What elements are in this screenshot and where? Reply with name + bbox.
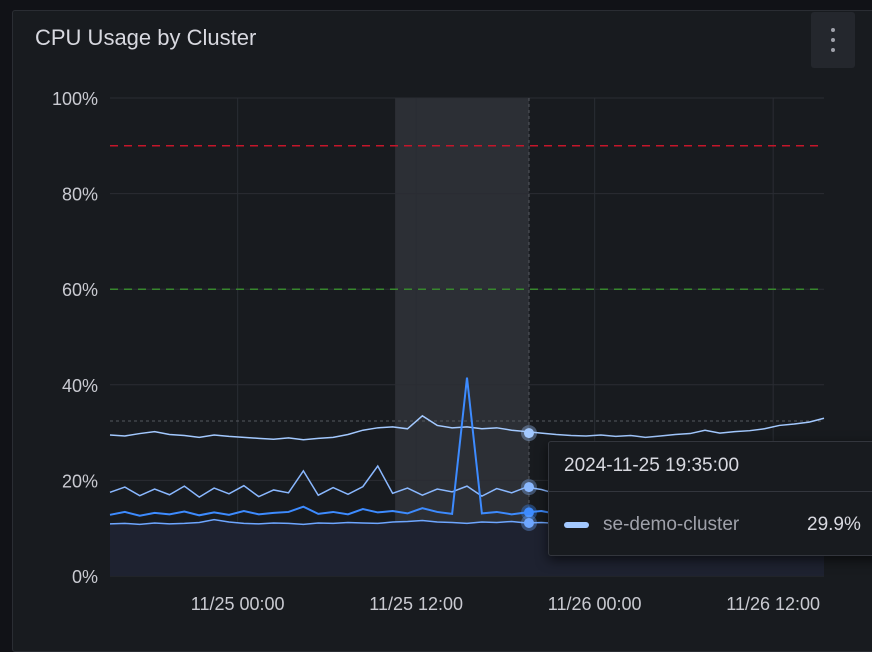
x-tick-label: 11/25 12:00 <box>369 594 463 614</box>
y-tick-label: 0% <box>72 567 98 587</box>
hover-point <box>523 428 534 439</box>
kebab-menu-icon-dot <box>831 38 835 42</box>
tooltip-series-swatch <box>564 522 589 528</box>
y-tick-label: 20% <box>62 471 98 491</box>
tooltip-divider <box>549 491 872 492</box>
panel-menu-button[interactable] <box>811 12 855 68</box>
x-tick-label: 11/26 00:00 <box>548 594 642 614</box>
kebab-menu-icon <box>831 28 835 32</box>
hover-point <box>523 517 534 528</box>
x-tick-label: 11/25 00:00 <box>191 594 285 614</box>
y-tick-label: 60% <box>62 280 98 300</box>
tooltip-time: 2024-11-25 19:35:00 <box>564 455 740 476</box>
hover-point <box>523 507 534 518</box>
tooltip: 2024-11-25 19:35:00 se-demo-cluster 29.9… <box>548 441 872 556</box>
highlight-region <box>395 98 529 576</box>
tooltip-series-name: se-demo-cluster <box>603 514 740 535</box>
tooltip-series-value: 29.9% <box>807 514 861 535</box>
y-tick-label: 80% <box>62 185 98 205</box>
series-line <box>109 414 825 441</box>
x-tick-label: 11/26 12:00 <box>726 594 820 614</box>
y-tick-label: 100% <box>52 89 98 109</box>
y-tick-label: 40% <box>62 376 98 396</box>
hover-point <box>523 482 534 493</box>
kebab-menu-icon-dot <box>831 48 835 52</box>
panel-title: CPU Usage by Cluster <box>35 25 257 50</box>
